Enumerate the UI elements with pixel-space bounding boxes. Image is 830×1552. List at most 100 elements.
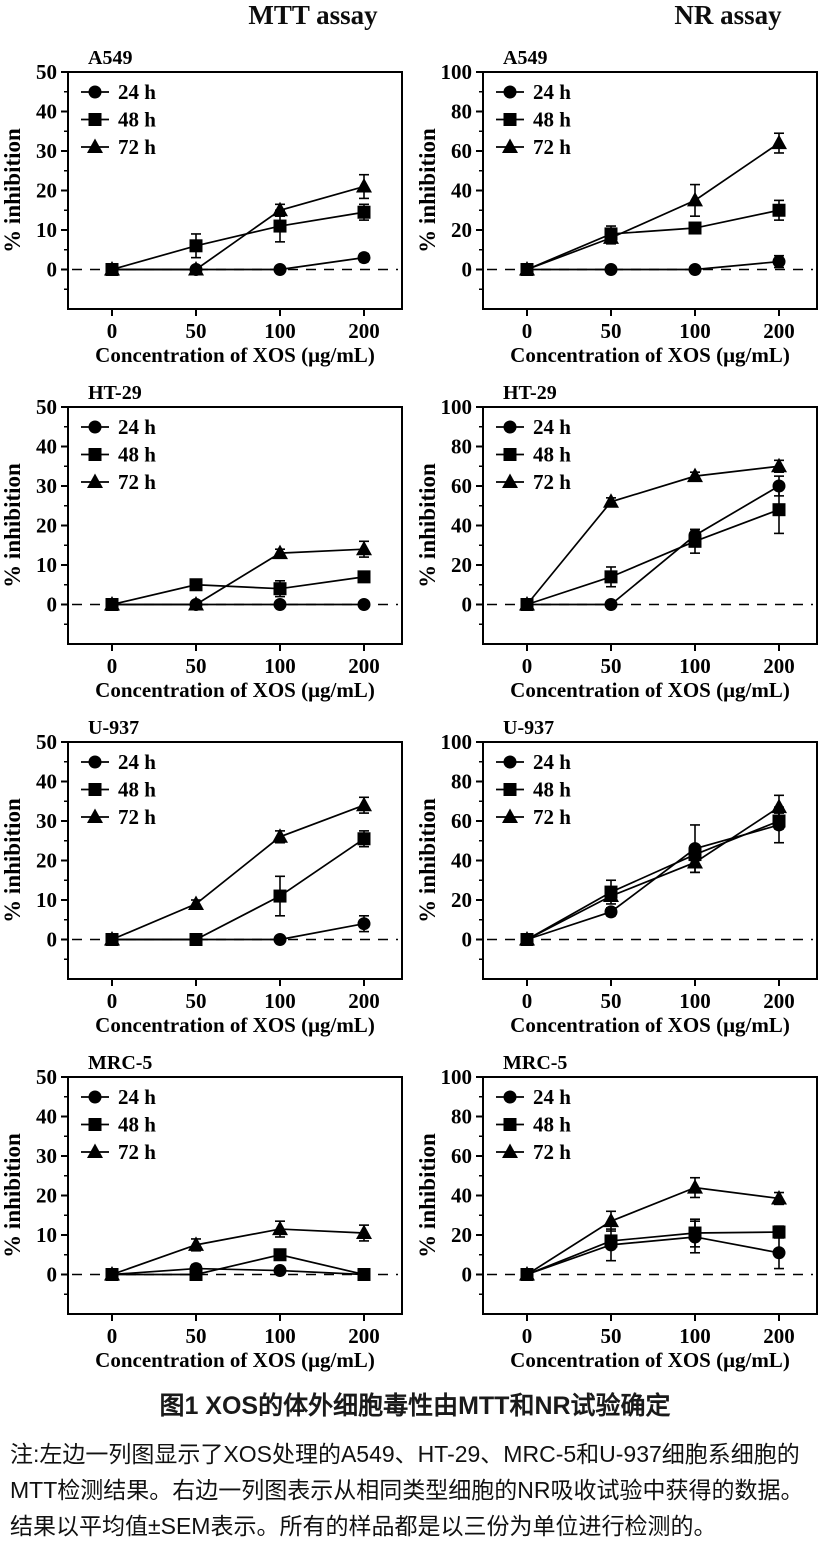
x-tick-label: 50	[601, 1324, 622, 1348]
cell-line-label: A549	[503, 47, 547, 69]
x-tick-label: 50	[601, 989, 622, 1013]
y-tick-label: 0	[47, 1263, 58, 1287]
x-axis-label: Concentration of XOS (μg/mL)	[95, 1013, 375, 1037]
series-24h	[520, 475, 786, 611]
y-tick-label: 50	[36, 1065, 57, 1089]
legend-label: 24 h	[533, 1085, 571, 1109]
x-tick-label: 50	[186, 654, 207, 678]
legend-item-24h: 24 h	[81, 1085, 156, 1109]
y-axis-label: % inhibition	[415, 1133, 440, 1258]
chart-panel-mtt-ht-29: HT-29 0 10 20 30 40 50 0 50 100 200 % inhibition Con…	[0, 369, 415, 704]
legend-item-72h: 72 h	[496, 470, 571, 494]
y-tick-label: 40	[451, 1184, 472, 1208]
x-tick-label: 0	[522, 319, 533, 343]
legend-item-72h: 72 h	[496, 135, 571, 159]
legend-label: 72 h	[118, 1140, 156, 1164]
y-tick-label: 0	[462, 928, 473, 952]
y-tick-label: 100	[441, 1065, 473, 1089]
y-axis-label: % inhibition	[415, 463, 440, 588]
legend-item-24h: 24 h	[496, 80, 571, 104]
legend-item-24h: 24 h	[81, 80, 156, 104]
y-tick-label: 60	[451, 809, 472, 833]
legend-item-72h: 72 h	[81, 470, 156, 494]
nr-column-header: NR assay	[415, 0, 830, 34]
legend-item-72h: 72 h	[81, 1140, 156, 1164]
x-tick-label: 100	[679, 1324, 711, 1348]
figure-caption-note: 注:左边一列图显示了XOS处理的A549、HT-29、MRC-5和U-937细胞…	[10, 1441, 804, 1539]
cell-line-label: A549	[88, 47, 132, 69]
y-tick-label: 60	[451, 474, 472, 498]
legend-label: 24 h	[118, 750, 156, 774]
legend-label: 48 h	[533, 778, 571, 802]
legend-label: 24 h	[533, 415, 571, 439]
x-axis-label: Concentration of XOS (μg/mL)	[510, 678, 790, 702]
x-tick-label: 100	[264, 989, 296, 1013]
legend-label: 72 h	[533, 805, 571, 829]
legend-label: 48 h	[118, 108, 156, 132]
mtt-assay-title: MTT assay	[248, 0, 378, 30]
x-tick-label: 0	[522, 1324, 533, 1348]
y-tick-label: 80	[451, 1105, 472, 1129]
chart-panel-nr-u-937: U-937 0 20 40 60 80 100 0 50 100 200 % inhibition Co…	[415, 704, 830, 1039]
series-72h	[104, 1220, 372, 1281]
y-tick-label: 20	[451, 218, 472, 242]
y-tick-label: 50	[36, 395, 57, 419]
y-tick-label: 30	[36, 474, 57, 498]
mtt-column-header: MTT assay	[0, 0, 415, 34]
y-tick-label: 30	[36, 139, 57, 163]
y-tick-label: 40	[451, 514, 472, 538]
y-tick-label: 20	[451, 1223, 472, 1247]
cell-line-label: MRC-5	[503, 1052, 567, 1074]
series-72h	[104, 796, 372, 946]
chart-panel-nr-a549: A549 0 20 40 60 80 100 0 50 100 200 % inhibition Con…	[415, 34, 830, 369]
y-axis-label: % inhibition	[415, 798, 440, 923]
column-titles: MTT assay NR assay	[0, 0, 830, 34]
y-axis-label: % inhibition	[0, 463, 25, 588]
cell-line-label: HT-29	[503, 382, 557, 404]
y-tick-label: 30	[36, 1144, 57, 1168]
legend-item-72h: 72 h	[496, 1140, 571, 1164]
x-tick-label: 200	[348, 989, 380, 1013]
x-axis-label: Concentration of XOS (μg/mL)	[510, 1013, 790, 1037]
x-tick-label: 100	[264, 654, 296, 678]
y-tick-label: 60	[451, 139, 472, 163]
charts-grid: A549 0 10 20 30 40 50 0 50 100 200% inhibition Conc…	[0, 34, 830, 1374]
y-tick-label: 20	[36, 514, 57, 538]
legend-item-24h: 24 h	[496, 415, 571, 439]
legend-item-48h: 48 h	[496, 1113, 571, 1137]
figure-caption-title: 图1 XOS的体外细胞毒性由MTT和NR试验确定	[159, 1392, 671, 1420]
series-72h	[104, 173, 372, 276]
legend-item-24h: 24 h	[496, 1085, 571, 1109]
x-tick-label: 100	[679, 319, 711, 343]
nr-u-937-plot: U-937 0 20 40 60 80 100 0 50 100 200 % inhibition Co…	[415, 717, 818, 1037]
legend-label: 72 h	[118, 805, 156, 829]
mtt-mrc-5-plot: MRC-5 0 10 20 30 40 50 0 50 100 200 % inhibition Con…	[0, 1052, 403, 1372]
legend-label: 48 h	[118, 443, 156, 467]
y-tick-label: 0	[47, 258, 58, 282]
nr-assay-title: NR assay	[674, 0, 782, 30]
y-tick-label: 20	[36, 179, 57, 203]
legend-label: 72 h	[533, 1140, 571, 1164]
y-tick-label: 40	[36, 1105, 57, 1129]
series-48h	[105, 1248, 371, 1281]
legend-item-48h: 48 h	[81, 108, 156, 132]
chart-panel-nr-ht-29: HT-29 0 20 40 60 80 100 0 50 100 200 % inhibition Co…	[415, 369, 830, 704]
y-tick-label: 40	[451, 179, 472, 203]
legend-label: 48 h	[533, 1113, 571, 1137]
chart-panel-mtt-mrc-5: MRC-5 0 10 20 30 40 50 0 50 100 200 % inhibition Con…	[0, 1039, 415, 1374]
nr-mrc-5-plot: MRC-5 0 20 40 60 80 100 0 50 100 200 % inhibition Co…	[415, 1052, 818, 1372]
mtt-ht-29-plot: HT-29 0 10 20 30 40 50 0 50 100 200 % inhibition Con…	[0, 382, 403, 702]
y-tick-label: 40	[36, 770, 57, 794]
legend-item-48h: 48 h	[81, 443, 156, 467]
x-tick-label: 50	[186, 319, 207, 343]
cell-line-label: HT-29	[88, 382, 142, 404]
legend-label: 72 h	[118, 135, 156, 159]
x-tick-label: 50	[601, 654, 622, 678]
legend-label: 24 h	[533, 750, 571, 774]
mtt-a549-plot: A549 0 10 20 30 40 50 0 50 100 200 % inhibition Conc…	[0, 47, 403, 367]
series-24h	[105, 251, 371, 276]
y-tick-label: 20	[36, 849, 57, 873]
legend-item-72h: 72 h	[496, 805, 571, 829]
chart-panel-nr-mrc-5: MRC-5 0 20 40 60 80 100 0 50 100 200 % inhibition Co…	[415, 1039, 830, 1374]
legend-item-48h: 48 h	[496, 443, 571, 467]
